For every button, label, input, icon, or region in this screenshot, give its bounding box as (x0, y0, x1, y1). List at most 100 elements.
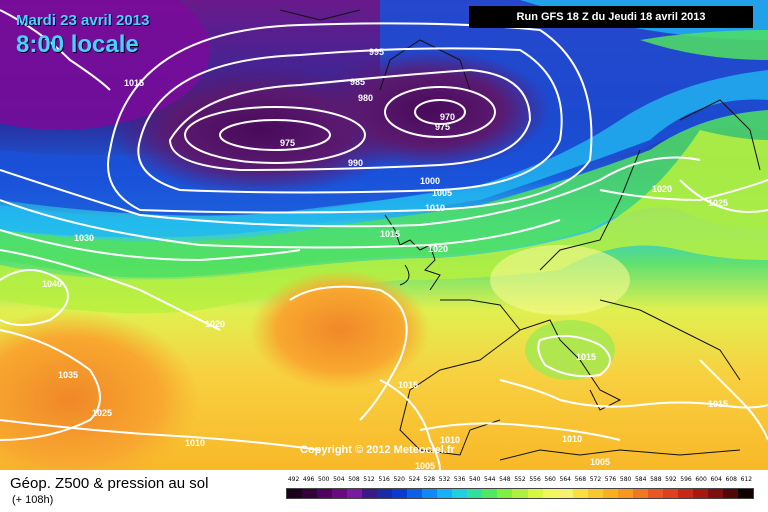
forecast-date: Mardi 23 avril 2013 (16, 12, 150, 29)
isobar-label: 1035 (58, 370, 78, 380)
isobar-label: 1010 (425, 203, 445, 213)
scale-swatch (347, 489, 363, 498)
isobar-label: 1010 (440, 435, 460, 445)
upper-left-purple (0, 0, 210, 130)
scale-swatch (542, 489, 558, 498)
scale-label: 548 (499, 476, 511, 483)
low-pressure-core-east (310, 50, 550, 170)
scale-swatch (482, 489, 498, 498)
scale-swatch (722, 489, 738, 498)
light-yellow-centre (490, 245, 630, 315)
isobars (0, 9, 768, 470)
scale-swatch (287, 489, 303, 498)
color-scale-labels: 492 496 500 504 508 512 516 520 524 528 532 536 540 5… (286, 476, 754, 488)
isobar-label: 1020 (428, 244, 448, 254)
scale-swatch (512, 489, 528, 498)
isobar-label: 1025 (92, 408, 112, 418)
scale-swatch (362, 489, 378, 498)
legend-title: Géop. Z500 & pression au sol (10, 475, 209, 492)
isobar-label: 1040 (42, 279, 62, 289)
scale-swatch (437, 489, 453, 498)
scale-swatch (422, 489, 438, 498)
scale-label: 520 (393, 476, 405, 483)
scale-label: 536 (453, 476, 466, 483)
scale-swatch (467, 489, 483, 498)
isobar-label: 1005 (590, 457, 610, 467)
isobar-label: 995 (369, 47, 384, 57)
scale-swatch (647, 489, 663, 498)
warm-area-central (250, 270, 430, 390)
scale-swatch (662, 489, 678, 498)
z500-band-green (0, 30, 768, 278)
scale-swatch (707, 489, 723, 498)
scale-swatch (527, 489, 543, 498)
scale-label: 568 (574, 476, 587, 483)
isobar-label: 1015 (124, 78, 144, 88)
scale-label: 564 (559, 476, 571, 483)
scale-label: 516 (378, 476, 390, 483)
isobar-label: 1015 (708, 399, 728, 409)
scale-label: 500 (318, 476, 330, 483)
scale-swatch (617, 489, 633, 498)
scale-label: 496 (302, 476, 315, 483)
scale-swatch (557, 489, 573, 498)
scale-swatch (602, 489, 618, 498)
scale-label: 528 (423, 476, 436, 483)
scale-label: 504 (333, 476, 345, 483)
scale-label: 612 (740, 476, 753, 483)
scale-label: 560 (544, 476, 556, 483)
scale-swatch (587, 489, 603, 498)
scale-label: 540 (468, 476, 481, 483)
scale-swatch (632, 489, 648, 498)
scale-swatch (302, 489, 318, 498)
scale-label: 580 (619, 476, 632, 483)
isobar-label: 1005 (415, 461, 435, 470)
weather-map: 995 1015 985 980 970 975 975 990 1000 10… (0, 0, 768, 470)
scale-label: 556 (529, 476, 541, 483)
isobar-label: 1025 (708, 198, 728, 208)
scale-label: 596 (680, 476, 692, 483)
isobar-label: 1010 (185, 438, 205, 448)
isobar-label: 1015 (398, 380, 418, 390)
scale-label: 592 (665, 476, 677, 483)
isobar-label: 1020 (652, 184, 672, 194)
scale-label: 552 (514, 476, 526, 483)
forecast-hour: (+ 108h) (12, 494, 54, 506)
forecast-time: 8:00 locale (16, 31, 139, 58)
isobar-label: 975 (435, 122, 450, 132)
legend-panel: Géop. Z500 & pression au sol (+ 108h) 49… (0, 470, 768, 512)
scale-label: 600 (695, 476, 707, 483)
scale-label: 608 (725, 476, 737, 483)
isobar-label: 1000 (420, 176, 440, 186)
scale-swatch (377, 489, 393, 498)
scale-swatch (572, 489, 588, 498)
isobar-label: 975 (280, 138, 295, 148)
scale-label: 508 (348, 476, 360, 483)
scale-swatch (737, 489, 753, 498)
scale-swatch (317, 489, 333, 498)
color-scale-bar (286, 488, 754, 499)
copyright-text: Copyright © 2012 Meteociel.fr (300, 444, 455, 456)
scale-label: 524 (408, 476, 421, 483)
scale-label: 512 (363, 476, 375, 483)
isobar-label: 1010 (562, 434, 582, 444)
isobar-label: 990 (348, 158, 363, 168)
isobar-label: 985 (350, 77, 365, 87)
scale-label: 604 (710, 476, 722, 483)
isobar-label: 980 (358, 93, 373, 103)
isobar-label: 1030 (74, 233, 94, 243)
z500-band-lime (0, 130, 768, 314)
scale-swatch (497, 489, 513, 498)
scale-label: 576 (604, 476, 617, 483)
scale-label: 588 (650, 476, 662, 483)
scale-swatch (692, 489, 708, 498)
scale-swatch (677, 489, 693, 498)
coastlines (279, 9, 761, 461)
isobar-label: 970 (440, 112, 455, 122)
run-banner: Run GFS 18 Z du Jeudi 18 avril 2013 (469, 6, 753, 28)
scale-swatch (407, 489, 423, 498)
scale-label: 532 (438, 476, 451, 483)
isobar-label: 1015 (576, 352, 596, 362)
isobar-label: 1015 (380, 229, 400, 239)
